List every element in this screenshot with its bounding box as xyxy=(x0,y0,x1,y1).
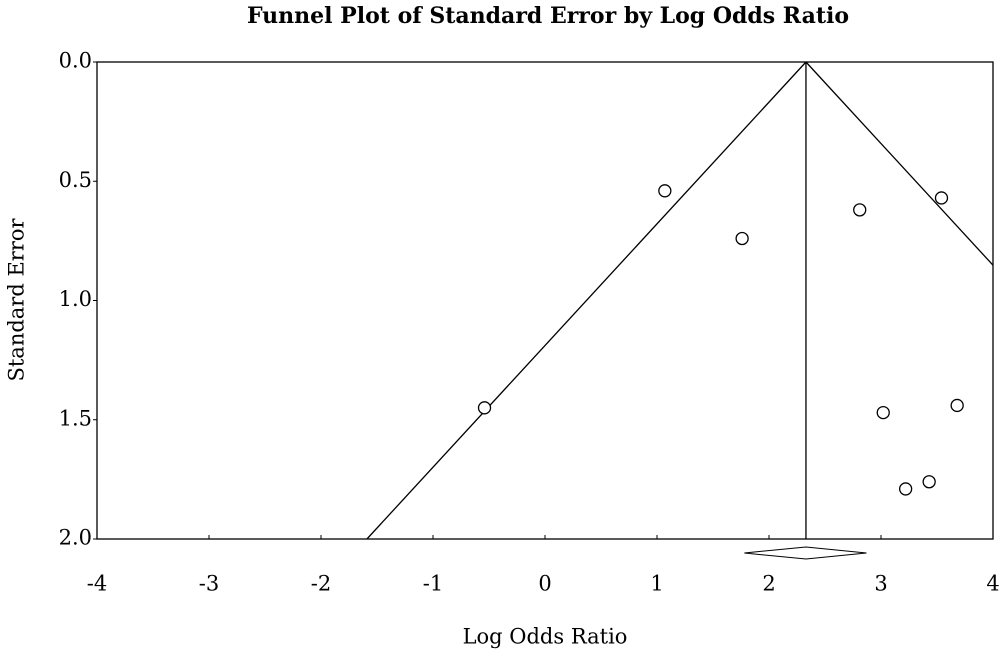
x-tick-label: -2 xyxy=(311,572,331,596)
x-tick-label: -1 xyxy=(423,572,443,596)
y-tick-label: 0.0 xyxy=(59,49,92,73)
summary-diamond xyxy=(744,546,867,560)
study-point xyxy=(477,401,492,415)
y-axis-title: Standard Error xyxy=(5,217,29,381)
y-tick-label: 2.0 xyxy=(59,526,92,550)
study-point xyxy=(658,184,672,198)
x-tick-label: 2 xyxy=(762,572,775,596)
study-point xyxy=(735,231,749,246)
study-point xyxy=(934,191,949,205)
study-point xyxy=(950,398,964,413)
y-tick-label: 1.0 xyxy=(59,287,92,311)
x-tick-label: 4 xyxy=(986,572,999,596)
study-point xyxy=(876,405,890,420)
plot-frame xyxy=(96,61,994,540)
x-tick-label: -3 xyxy=(199,572,219,596)
x-axis-title: Log Odds Ratio xyxy=(463,625,628,649)
study-point xyxy=(853,203,867,217)
study-point xyxy=(922,475,936,489)
x-tick-label: -4 xyxy=(87,572,107,596)
funnel-limit xyxy=(366,61,807,540)
x-tick-label: 1 xyxy=(650,572,663,596)
funnel-limit xyxy=(805,61,994,266)
x-tick-label: 0 xyxy=(538,572,551,596)
chart-title: Funnel Plot of Standard Error by Log Odd… xyxy=(247,3,849,29)
y-tick-label: 0.5 xyxy=(59,168,92,192)
y-tick-label: 1.5 xyxy=(59,406,92,430)
study-point xyxy=(898,482,913,496)
x-tick-label: 3 xyxy=(874,572,887,596)
